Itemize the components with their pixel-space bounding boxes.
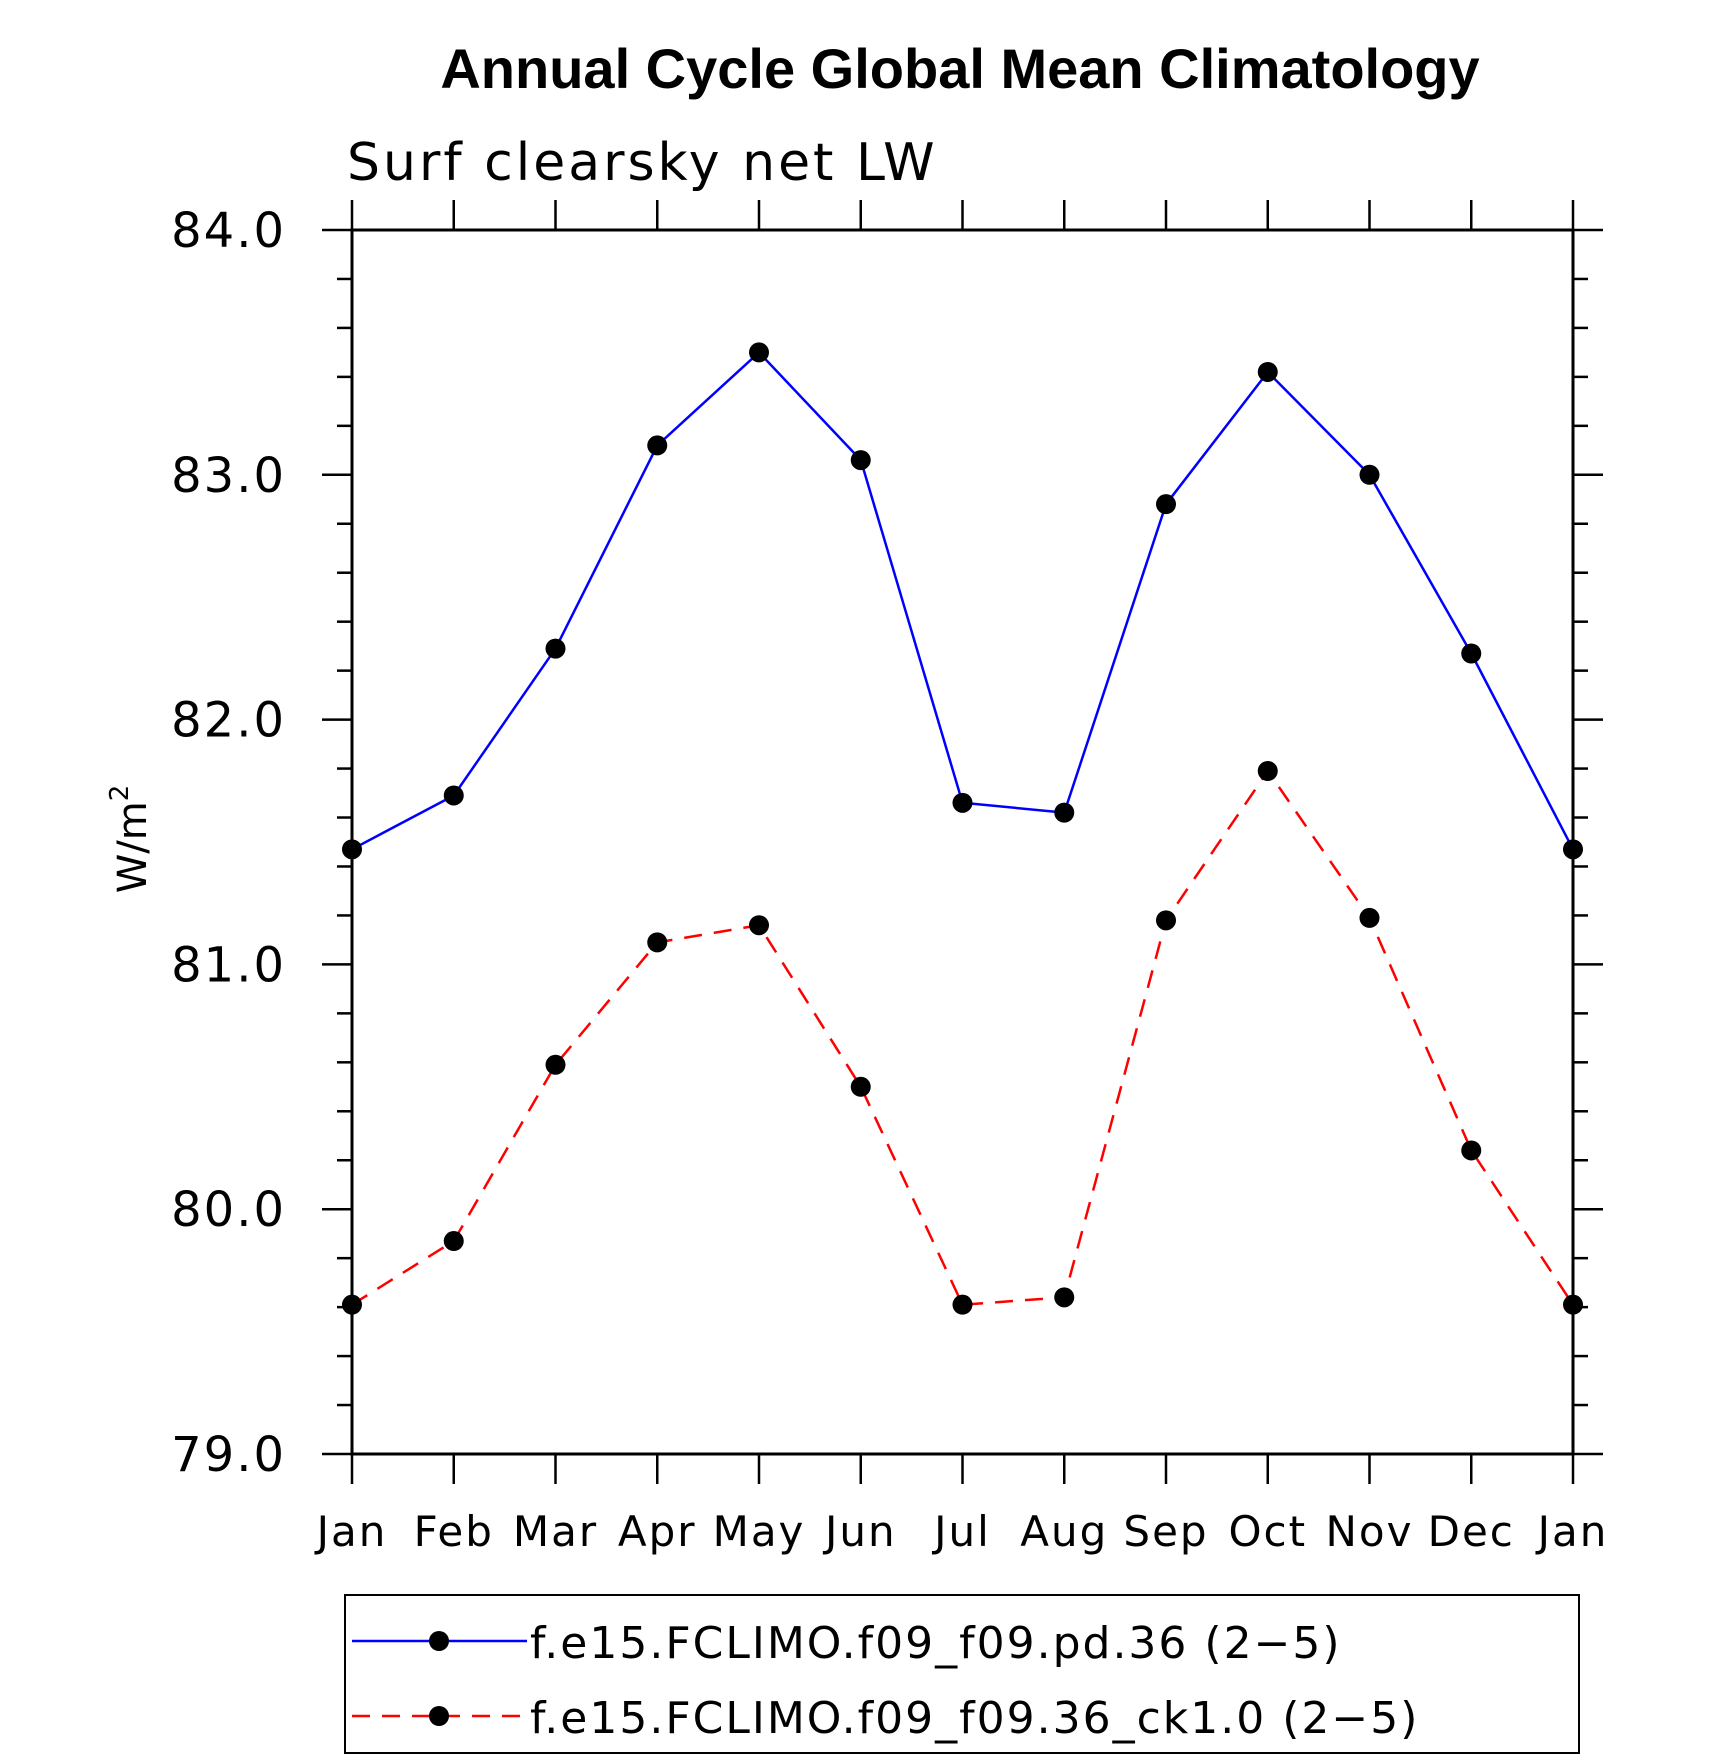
data-point [443,785,464,806]
data-point [952,792,973,813]
y-tick-label: 84.0 [171,203,286,259]
data-point [1156,494,1176,515]
x-tick-label: Apr [618,1507,697,1556]
legend-item: f.e15.FCLIMO.f09_f09.pd.36 (2−5) [352,1618,1342,1669]
data-point [647,932,668,953]
data-point [1257,761,1278,782]
x-tick-labels: Jan Feb Mar Apr May Jun Jul Aug Sep Oct Nov Dec Jan [314,1507,1609,1556]
data-point [749,915,769,936]
y-tick-label: 79.0 [171,1427,286,1483]
legend-marker [429,1706,449,1726]
plot-frame [350,228,1575,1456]
data-point [1054,1287,1075,1308]
legend-item: f.e15.FCLIMO.f09_f09.36_ck1.0 (2−5) [352,1693,1419,1744]
x-tick-label: Jul [931,1507,991,1556]
y-tick-label: 80.0 [171,1182,286,1238]
legend-label: f.e15.FCLIMO.f09_f09.pd.36 (2−5) [530,1618,1342,1669]
data-point [647,435,668,456]
data-point [443,1231,464,1252]
x-tick-label: May [713,1507,806,1556]
axis-ticks [322,200,1603,1484]
y-tick-label: 82.0 [171,693,286,749]
data-point [1359,907,1380,928]
data-point [1257,361,1278,382]
x-tick-label: Jan [314,1507,388,1556]
data-point [952,1294,973,1315]
x-tick-label: Feb [414,1507,494,1556]
x-tick-label: Dec [1428,1507,1515,1556]
y-tick-label: 83.0 [171,448,286,504]
data-point [1156,910,1176,931]
data-point [1461,1140,1482,1161]
x-tick-label: Jun [822,1507,897,1556]
y-tick-labels: 79.0 80.0 81.0 82.0 83.0 84.0 [171,203,286,1483]
data-point [1461,643,1482,664]
legend-items: f.e15.FCLIMO.f09_f09.pd.36 (2−5) f.e15.FC… [352,1618,1419,1744]
chart-subtitle: Surf clearsky net LW [347,133,938,193]
svg-text:W/m2: W/m2 [105,785,156,894]
y-axis-label-superscript: 2 [105,785,135,802]
series-line [351,351,1575,851]
series-line [351,769,1575,1306]
data-point [1359,464,1380,485]
series-2 [342,761,1583,1315]
legend-box [344,1594,1580,1754]
data-point [850,450,871,471]
x-tick-label: Jan [1535,1507,1609,1556]
series-layer [342,342,1583,1315]
legend-marker [429,1631,449,1651]
x-tick-label: Oct [1228,1507,1307,1556]
data-point [545,1054,566,1075]
x-tick-label: Mar [513,1507,598,1556]
x-tick-label: Sep [1123,1507,1208,1556]
y-axis-label: W/m2 [105,785,156,894]
legend: f.e15.FCLIMO.f09_f09.pd.36 (2−5) f.e15.FC… [344,1594,1580,1754]
data-point [1054,802,1075,823]
x-tick-label: Aug [1020,1507,1108,1556]
x-tick-label: Nov [1326,1507,1414,1556]
y-axis-label-text: W/m [110,801,156,893]
series-1 [342,342,1583,860]
data-point [850,1076,871,1097]
data-point [545,638,566,659]
data-point [749,342,769,363]
chart-title: Annual Cycle Global Mean Climatology [440,37,1479,100]
legend-label: f.e15.FCLIMO.f09_f09.36_ck1.0 (2−5) [530,1693,1419,1744]
y-tick-label: 81.0 [171,937,286,993]
